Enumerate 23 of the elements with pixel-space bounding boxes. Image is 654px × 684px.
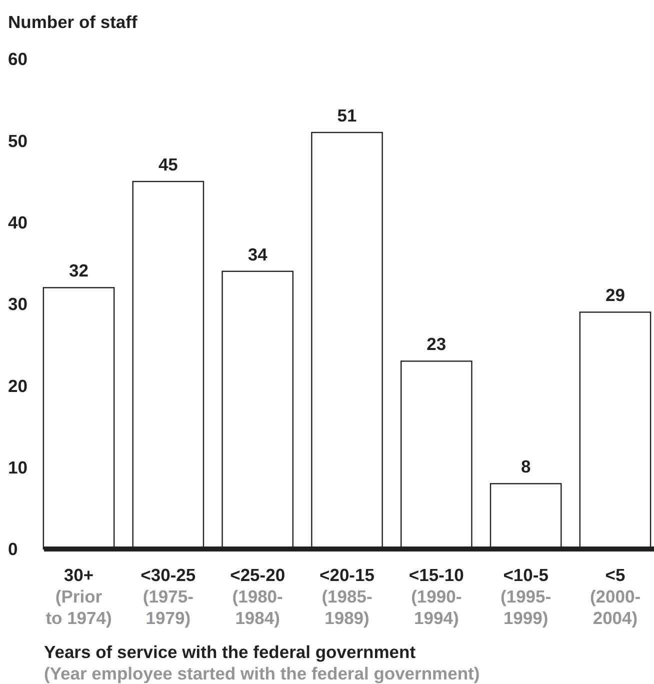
data-label: 23 — [426, 334, 446, 354]
x-axis-title: Years of service with the federal government (Year employee started with the federal government) — [44, 642, 480, 684]
y-tick-label: 20 — [8, 376, 28, 396]
data-label: 29 — [606, 285, 626, 306]
y-tick-label: 40 — [8, 212, 28, 232]
x-tick-label: <5 (2000- 2004) — [590, 565, 641, 628]
y-axis-title: Number of staff — [8, 12, 138, 32]
x-tick-label: <25-20 (1980- 1984) — [230, 565, 286, 628]
y-tick-label: 0 — [8, 539, 18, 560]
x-tick-label: <20-15 (1985- 1989) — [320, 565, 375, 628]
x-tick-label: <15-10 (1990- 1994) — [408, 565, 464, 628]
y-tick-label: 30 — [8, 294, 28, 314]
data-label: 34 — [248, 244, 268, 264]
data-label: 32 — [69, 260, 89, 281]
x-tick-label: 30+ (Prior to 1974) — [46, 565, 112, 628]
x-tick-label: <10-5 (1995- 1999) — [500, 565, 552, 628]
x-tick-label: <30-25 (1975- 1979) — [140, 565, 196, 628]
data-label: 45 — [158, 154, 178, 174]
y-tick-label: 60 — [8, 49, 28, 70]
data-label: 8 — [520, 456, 531, 477]
y-tick-label: 50 — [8, 130, 28, 151]
y-tick-label: 10 — [8, 457, 28, 478]
data-label: 51 — [337, 106, 357, 126]
